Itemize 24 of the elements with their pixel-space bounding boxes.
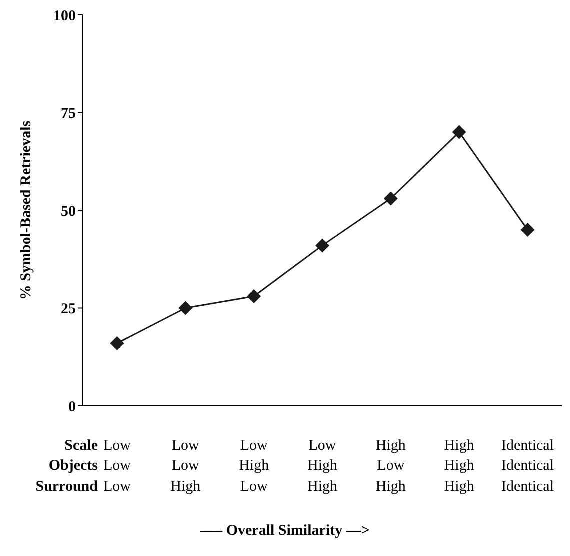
y-tick-label: 0 — [68, 399, 76, 416]
x-tick-label: Low Low High — [170, 438, 202, 495]
x-tick-label: High High High — [444, 438, 475, 495]
point — [316, 238, 330, 253]
x-tick-label: High Low High — [376, 438, 406, 495]
text: Surround — [36, 479, 98, 496]
y-tick-label: 75 — [61, 106, 76, 122]
point — [452, 125, 466, 140]
y-tick-label: 50 — [61, 204, 76, 220]
point — [247, 290, 262, 304]
x-tick-label: Low Low Low — [103, 438, 132, 495]
point — [520, 223, 535, 238]
x-axis-title: —– Overall Similarity —> — [199, 523, 371, 540]
text: Objects — [48, 458, 98, 475]
text: Scale — [64, 438, 98, 455]
point — [384, 192, 398, 206]
point — [178, 301, 193, 316]
y-tick-label: 100 — [54, 8, 76, 24]
x-tick-label: Low High High — [308, 438, 338, 495]
y-axis-title: % Symbol-Based Retrievals — [18, 120, 34, 300]
x-tick-label: Identical Identical Identical — [502, 438, 554, 495]
y-tick-label: 25 — [61, 302, 76, 318]
x-tick-label: Low High Low — [239, 438, 270, 495]
point — [110, 336, 124, 350]
